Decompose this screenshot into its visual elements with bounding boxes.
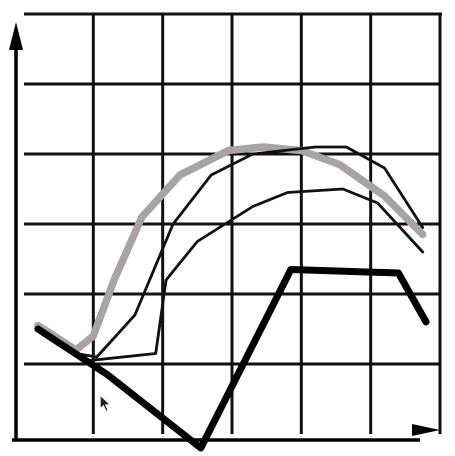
series-line-thin-curve-upper bbox=[74, 145, 425, 359]
x-axis-arrow-icon bbox=[412, 424, 440, 436]
y-axis-arrow-icon bbox=[9, 22, 23, 50]
axes bbox=[9, 22, 440, 442]
series-thin-curve-upper bbox=[74, 145, 425, 359]
series-black-thick-line bbox=[34, 266, 430, 452]
series-line-gray-thick-curve bbox=[34, 143, 427, 354]
series-thin-curve-lower bbox=[88, 187, 425, 362]
data-series bbox=[34, 143, 430, 452]
grid-lines bbox=[24, 12, 442, 434]
mouse-cursor-layer bbox=[99, 394, 111, 412]
mouse-cursor-icon bbox=[99, 394, 111, 412]
series-line-thin-curve-lower bbox=[88, 187, 425, 362]
series-line-black-thick-line bbox=[34, 266, 430, 452]
series-gray-thick-curve bbox=[34, 143, 427, 354]
